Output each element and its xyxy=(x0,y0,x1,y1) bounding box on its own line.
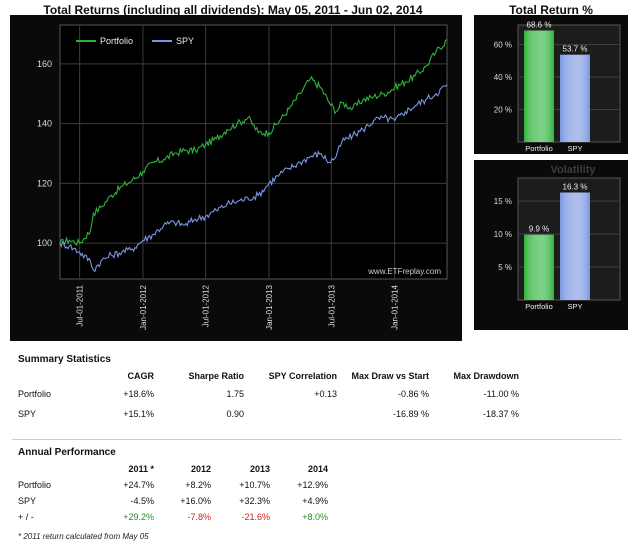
x-tick-label: Jan-01-2014 xyxy=(391,284,400,329)
annual-row-label: Portfolio xyxy=(18,480,52,490)
annual-footnote: * 2011 return calculated from May 05 xyxy=(18,532,149,541)
bar-shine xyxy=(524,30,554,142)
summary-maxdrawdown-value: -18.37 % xyxy=(482,409,519,419)
bar-shine xyxy=(524,234,554,300)
annual-header-2011: 2011 * xyxy=(128,464,154,474)
summary-maxdraw-start-value: -16.89 % xyxy=(392,409,429,419)
plot-area xyxy=(59,24,448,280)
bar-y-tick-label: 10 % xyxy=(494,230,512,239)
bar-value-label: 53.7 % xyxy=(563,45,588,54)
summary-row-label: SPY xyxy=(18,409,37,419)
volatility-title: Volatility xyxy=(550,164,596,176)
bar-y-tick-label: 15 % xyxy=(494,197,512,206)
annual-diff-value: -7.8% xyxy=(187,512,211,522)
summary-header-maxdrawdown: Max Drawdown xyxy=(453,371,519,381)
bar-category-label: Portfolio xyxy=(525,302,553,311)
annual-value: +16.0% xyxy=(180,496,211,506)
annual-row-label: SPY xyxy=(18,496,37,506)
annual-header-2014: 2014 xyxy=(307,464,328,474)
summary-sharpe-value: 0.90 xyxy=(226,409,244,419)
legend-label: SPY xyxy=(176,36,194,46)
watermark: www.ETFreplay.com xyxy=(367,267,441,276)
annual-value: -4.5% xyxy=(130,496,154,506)
x-tick-label: Jul-01-2012 xyxy=(202,284,211,327)
summary-row-label: Portfolio xyxy=(18,389,52,399)
summary-cagr-value: +15.1% xyxy=(123,409,154,419)
annual-diff-value: +29.2% xyxy=(123,512,154,522)
y-tick-label: 100 xyxy=(37,238,52,248)
bar-category-label: SPY xyxy=(567,302,582,311)
summary-header-cagr: CAGR xyxy=(127,371,155,381)
series-line-portfolio xyxy=(59,39,448,247)
bar-value-label: 16.3 % xyxy=(563,183,588,192)
bar-category-label: Portfolio xyxy=(525,144,553,153)
bar-shine xyxy=(560,192,590,300)
y-tick-label: 140 xyxy=(37,119,52,129)
x-tick-label: Jan-01-2013 xyxy=(265,284,274,329)
bar-category-label: SPY xyxy=(567,144,582,153)
annual-value: +32.3% xyxy=(239,496,270,506)
volatility-bar-chart: Volatility 5 % 10 % 15 % 9.9 % Portfolio 16.3 … xyxy=(494,164,621,311)
annual-diff-value: +8.0% xyxy=(302,512,328,522)
total-returns-line-chart: 100 120 140 160 Jul-01-2011 Jan-01-2012 Jul-01… xyxy=(37,24,448,330)
summary-correlation-value: +0.13 xyxy=(314,389,337,399)
summary-header-maxdraw-start: Max Draw vs Start xyxy=(351,371,429,381)
total-return-bar-chart: 20 % 40 % 60 % 68.6 % Portfolio 53.7 % SPY xyxy=(494,21,621,153)
annual-header-2012: 2012 xyxy=(190,464,211,474)
annual-row-label: + / - xyxy=(18,512,34,522)
volatility-panel: Volatility 5 % 10 % 15 % 9.9 % Portfolio 16.3 … xyxy=(474,160,628,330)
summary-sharpe-value: 1.75 xyxy=(226,389,244,399)
annual-value: +8.2% xyxy=(185,480,211,490)
bar-shine xyxy=(560,54,590,142)
summary-header-sharpe: Sharpe Ratio xyxy=(188,371,244,381)
summary-maxdraw-start-value: -0.86 % xyxy=(397,389,429,399)
x-tick-label: Jul-01-2013 xyxy=(327,284,336,327)
bar-y-tick-label: 40 % xyxy=(494,73,512,82)
x-tick-label: Jul-01-2011 xyxy=(76,284,85,326)
section-divider xyxy=(12,439,622,440)
bar-value-label: 68.6 % xyxy=(527,21,552,30)
summary-maxdrawdown-value: -11.00 % xyxy=(483,389,519,399)
annual-value: +4.9% xyxy=(302,496,328,506)
summary-header-correlation: SPY Correlation xyxy=(268,371,337,381)
annual-header-2013: 2013 xyxy=(249,464,270,474)
x-tick-label: Jan-01-2012 xyxy=(139,284,148,329)
bar-y-tick-label: 60 % xyxy=(494,41,512,50)
total-return-panel: 20 % 40 % 60 % 68.6 % Portfolio 53.7 % SPY xyxy=(474,15,628,154)
bar-y-tick-label: 20 % xyxy=(494,106,512,115)
main-chart-title: Total Returns (including all dividends):… xyxy=(43,3,423,17)
annual-value: +12.9% xyxy=(297,480,328,490)
y-tick-label: 160 xyxy=(37,59,52,69)
y-tick-label: 120 xyxy=(37,178,52,188)
annual-value: +10.7% xyxy=(239,480,270,490)
annual-diff-value: -21.6% xyxy=(241,512,270,522)
annual-title: Annual Performance xyxy=(18,447,116,458)
bar-value-label: 9.9 % xyxy=(529,225,549,234)
annual-value: +24.7% xyxy=(123,480,154,490)
summary-cagr-value: +18.6% xyxy=(123,389,154,399)
summary-title: Summary Statistics xyxy=(18,354,111,365)
bar-y-tick-label: 5 % xyxy=(498,263,512,272)
total-return-title: Total Return % xyxy=(509,3,593,17)
main-chart-panel: 100 120 140 160 Jul-01-2011 Jan-01-2012 Jul-01… xyxy=(10,15,462,341)
legend-label: Portfolio xyxy=(100,36,133,46)
series-line-spy xyxy=(59,84,448,273)
